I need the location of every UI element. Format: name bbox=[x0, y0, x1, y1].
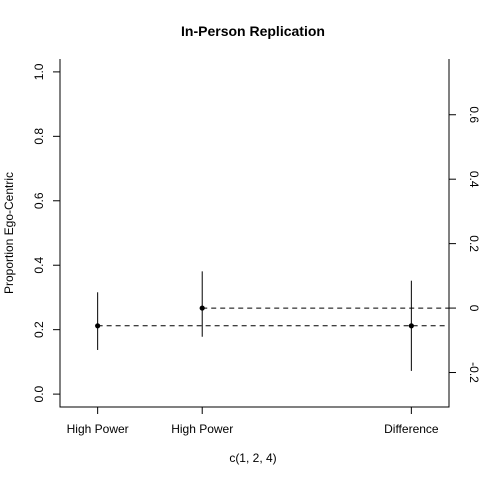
y-tick-label: 1.0 bbox=[32, 63, 46, 80]
x-tick-label: Difference bbox=[384, 422, 439, 436]
y-tick-label: 0.8 bbox=[32, 128, 46, 145]
plot-frame bbox=[59, 59, 450, 408]
right-tick-label: 0.4 bbox=[467, 171, 480, 188]
chart-title: In-Person Replication bbox=[181, 23, 325, 39]
y-tick-label: 0.4 bbox=[32, 257, 46, 274]
y-axis-label: Proportion Ego-Centric bbox=[2, 172, 16, 294]
plot-area: 0.0 0.2 0.4 0.6 0.8 1.0 High Power High Power Di… bbox=[32, 59, 480, 436]
data-point bbox=[199, 305, 205, 311]
x-axis-label: c(1, 2, 4) bbox=[229, 451, 276, 465]
right-tick-label: 0.6 bbox=[467, 106, 480, 123]
y-tick-label: 0.0 bbox=[32, 385, 46, 402]
x-tick-label: High Power bbox=[171, 422, 233, 436]
data-point bbox=[95, 323, 101, 329]
right-tick-label: 0.2 bbox=[467, 235, 480, 252]
data-point bbox=[408, 323, 414, 329]
y-tick-label: 0.2 bbox=[32, 321, 46, 338]
x-tick-label: High Power bbox=[67, 422, 129, 436]
right-tick-label: 0 bbox=[467, 305, 480, 312]
right-tick-label: -0.2 bbox=[467, 362, 480, 383]
y-tick-label: 0.6 bbox=[32, 192, 46, 209]
